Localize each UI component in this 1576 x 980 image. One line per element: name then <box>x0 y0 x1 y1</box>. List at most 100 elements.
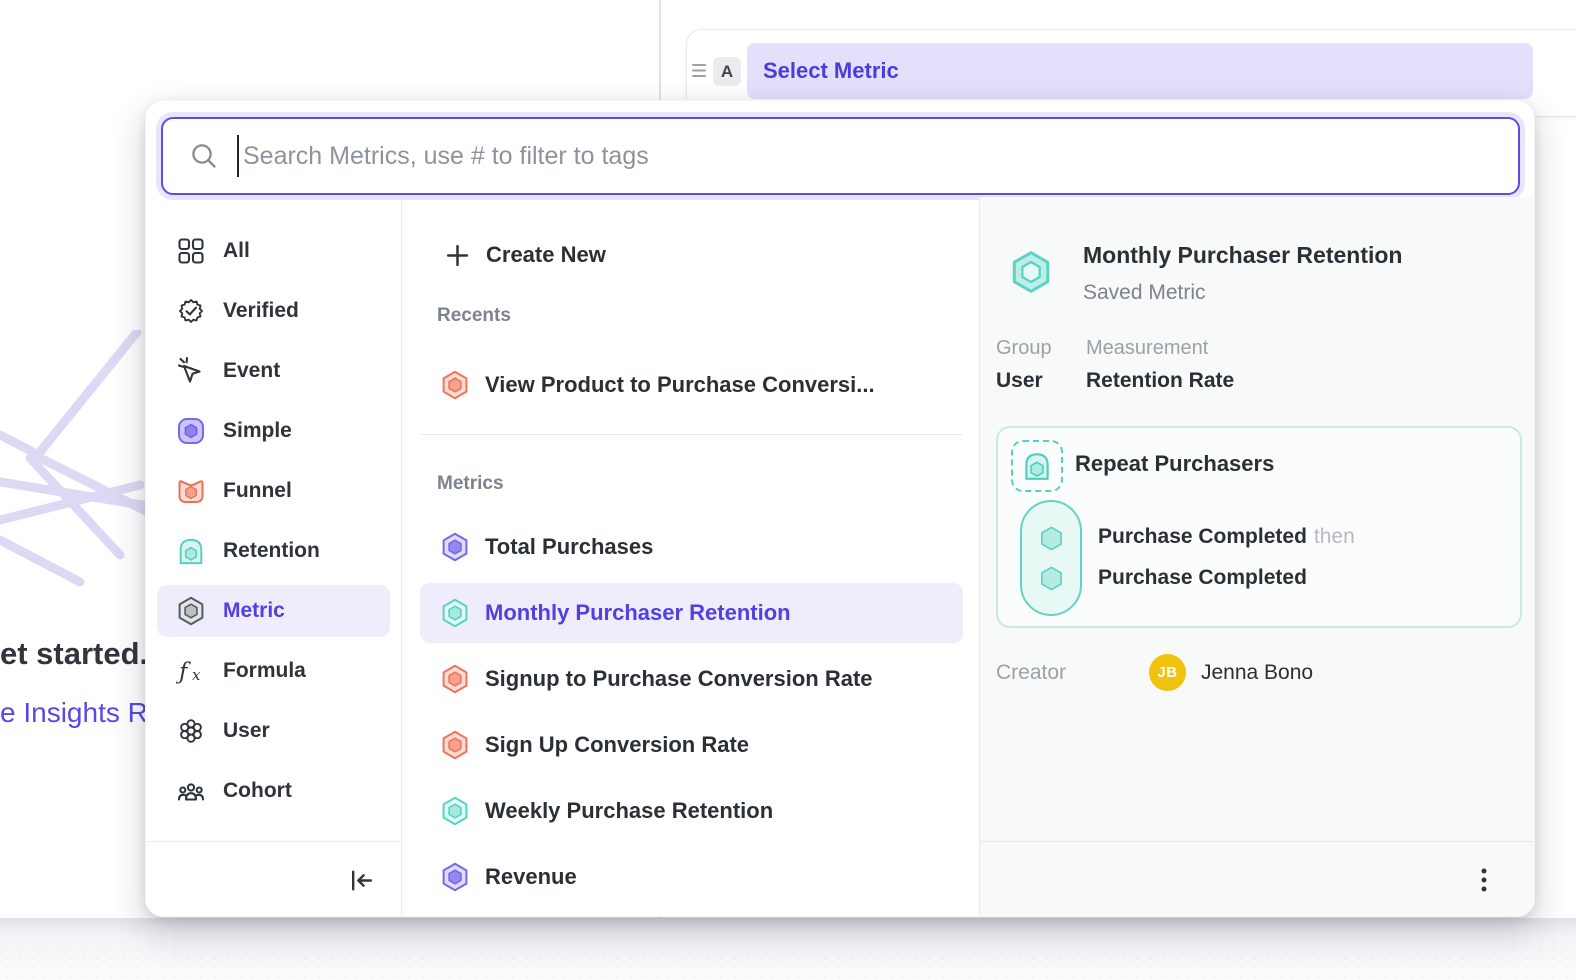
metric-hexagon-icon <box>178 596 204 626</box>
metric-list-item[interactable]: Total Purchases <box>420 517 963 577</box>
metric-detail-panel: Monthly Purchaser Retention Saved Metric… <box>980 197 1534 916</box>
behavior-icon-frame <box>1011 440 1063 492</box>
metric-item-label: Sign Up Conversion Rate <box>485 732 750 757</box>
metric-item-label: Weekly Purchase Retention <box>485 798 774 823</box>
cohort-icon <box>177 783 205 801</box>
step-event-name: Purchase Completed <box>1098 566 1307 589</box>
list-divider <box>420 434 963 435</box>
sidebar-item-all[interactable]: All <box>157 225 390 277</box>
search-bar[interactable] <box>161 117 1520 195</box>
verified-badge-icon <box>179 299 203 323</box>
sidebar-item-label: Verified <box>223 299 299 322</box>
retention-hexagon-icon <box>442 598 468 628</box>
funnel-metric-icon <box>178 480 204 503</box>
formula-icon: ƒ x <box>176 659 201 685</box>
funnel-hexagon-icon <box>442 730 468 760</box>
sequence-connector: then <box>1313 525 1355 548</box>
simple-hexagon-icon <box>442 862 468 892</box>
funnel-hexagon-icon <box>442 664 468 694</box>
metric-row-badge: A <box>713 57 741 86</box>
step-event-name: Purchase Completed <box>1098 525 1307 548</box>
sidebar-item-label: Event <box>223 359 281 382</box>
retention-behavior-icon <box>1025 453 1049 480</box>
filter-sidebar: All Verified Event <box>146 197 401 916</box>
metric-list-item[interactable]: Revenue <box>420 847 963 907</box>
recent-item-label: View Product to Purchase Conversi... <box>485 372 875 397</box>
sidebar-item-verified[interactable]: Verified <box>157 285 390 337</box>
text-caret <box>237 135 239 177</box>
sidebar-item-label: User <box>223 719 270 742</box>
metric-list: Total Purchases Monthly Purchaser Retent… <box>420 517 963 913</box>
simple-hexagon-icon <box>442 532 468 562</box>
metric-list-item[interactable]: Signup to Purchase Conversion Rate <box>420 649 963 709</box>
detail-title: Monthly Purchaser Retention <box>1083 242 1403 268</box>
create-new-label: Create New <box>486 242 606 267</box>
metric-list-item[interactable]: Weekly Purchase Retention <box>420 781 963 841</box>
user-icon <box>180 719 202 743</box>
search-icon <box>192 144 216 168</box>
kebab-menu-icon <box>1481 868 1487 892</box>
sidebar-footer <box>146 841 401 916</box>
metric-list-column: Create New Recents View Product to Purch… <box>402 197 979 916</box>
sidebar-item-simple[interactable]: Simple <box>157 405 390 457</box>
recents-header: Recents <box>437 305 511 326</box>
sidebar-item-label: Formula <box>223 659 306 682</box>
detail-footer <box>980 841 1534 916</box>
sidebar-item-label: Cohort <box>223 779 292 802</box>
metric-item-label: Total Purchases <box>485 534 654 559</box>
create-new-button[interactable]: Create New <box>426 233 606 277</box>
creator-name: Jenna Bono <box>1201 661 1314 684</box>
group-label: Group <box>996 337 1052 359</box>
funnel-hexagon-icon <box>442 370 468 400</box>
sidebar-item-retention[interactable]: Retention <box>157 525 390 577</box>
event-hexagon-icon <box>1040 526 1062 550</box>
sidebar-item-label: Retention <box>223 539 320 562</box>
metric-item-label: Signup to Purchase Conversion Rate <box>485 666 873 691</box>
page-lower-section <box>0 918 1576 980</box>
sidebar-item-label: Simple <box>223 419 292 442</box>
retention-hexagon-icon <box>442 796 468 826</box>
collapse-sidebar-button[interactable] <box>348 867 375 894</box>
sidebar-item-cohort[interactable]: Cohort <box>157 765 390 817</box>
more-options-button[interactable] <box>1471 866 1497 894</box>
creator-label: Creator <box>996 661 1067 684</box>
sidebar-item-event[interactable]: Event <box>157 345 390 397</box>
simple-metric-icon <box>178 418 204 444</box>
behavior-name: Repeat Purchasers <box>1075 451 1275 476</box>
saved-metric-hexagon-icon <box>1012 251 1050 293</box>
svg-text:ƒ: ƒ <box>176 659 191 685</box>
column-divider <box>401 197 402 916</box>
plus-icon <box>446 244 469 266</box>
sidebar-item-label: All <box>223 239 250 262</box>
creator-avatar: JB <box>1149 654 1186 691</box>
metric-list-item-selected[interactable]: Monthly Purchaser Retention <box>420 583 963 643</box>
sidebar-item-user[interactable]: User <box>157 705 390 757</box>
sidebar-item-label: Funnel <box>223 479 292 502</box>
sidebar-item-formula[interactable]: ƒ x Formula <box>157 645 390 697</box>
recent-metric-item[interactable]: View Product to Purchase Conversi... <box>420 357 963 413</box>
select-metric-button[interactable]: Select Metric <box>747 43 1533 99</box>
metric-picker-modal: All Verified Event <box>145 100 1535 917</box>
sidebar-item-funnel[interactable]: Funnel <box>157 465 390 517</box>
collapse-left-icon <box>351 869 373 891</box>
column-divider <box>979 197 980 916</box>
sequence-step-1: Purchase Completed then <box>1098 525 1355 549</box>
metric-list-item[interactable]: Sign Up Conversion Rate <box>420 715 963 775</box>
metric-definition-card: Repeat Purchasers Purchase Completed then… <box>996 426 1522 628</box>
group-value: User <box>996 369 1043 392</box>
event-hexagon-icon <box>1040 566 1062 590</box>
grid-icon <box>178 238 204 264</box>
metric-item-label: Monthly Purchaser Retention <box>485 600 791 625</box>
retention-metric-icon <box>179 538 203 565</box>
event-cursor-icon <box>177 356 201 383</box>
background-link-fragment[interactable]: e Insights Re <box>0 697 164 728</box>
sidebar-item-label: Metric <box>223 599 285 622</box>
drag-handle-icon[interactable] <box>691 61 707 81</box>
decorative-chart-lines <box>0 330 150 587</box>
svg-text:x: x <box>192 666 201 684</box>
event-sequence-capsule <box>1020 500 1082 616</box>
background-headline-fragment: et started. <box>0 636 149 671</box>
search-input[interactable] <box>241 140 1518 172</box>
detail-subtitle: Saved Metric <box>1083 281 1206 304</box>
sidebar-item-metric[interactable]: Metric <box>157 585 390 637</box>
